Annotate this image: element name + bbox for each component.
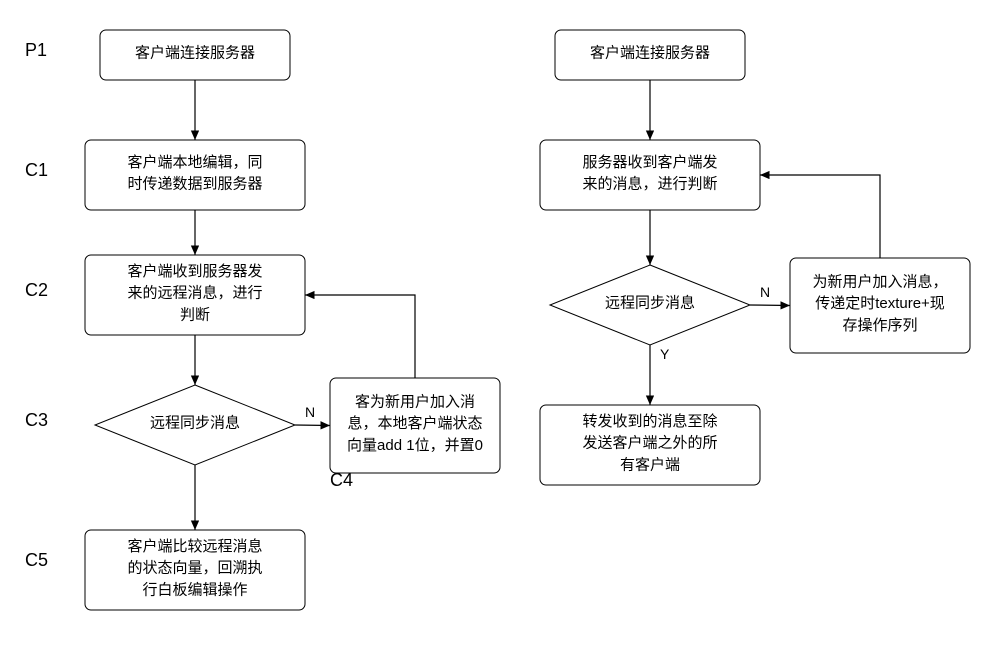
node-text: 远程同步消息	[150, 415, 240, 432]
node-text: 来的远程消息，进行	[127, 285, 262, 302]
node-text: 存操作序列	[842, 317, 917, 334]
flowchart-canvas: NYN客户端连接服务器客户端本地编辑，同时传递数据到服务器客户端收到服务器发来的…	[0, 0, 1000, 669]
node-text: 客户端连接服务器	[135, 45, 255, 62]
node-text: 判断	[180, 306, 210, 323]
node-text: 行白板编辑操作	[142, 580, 247, 598]
edge	[305, 295, 415, 378]
node-L_C3: 远程同步消息	[95, 385, 295, 465]
row-label-C5: C5	[25, 550, 48, 570]
node-text: 客户端连接服务器	[590, 45, 710, 62]
node-text: 向量add 1位，并置0	[347, 437, 483, 454]
row-label-C1: C1	[25, 160, 48, 180]
node-text: 客户端本地编辑，同	[127, 154, 262, 171]
node-L_C5: 客户端比较远程消息的状态向量，回溯执行白板编辑操作	[85, 530, 305, 610]
edge	[295, 425, 330, 426]
node-L_C2: 客户端收到服务器发来的远程消息，进行判断	[85, 255, 305, 335]
node-text: 远程同步消息	[605, 295, 695, 312]
node-text: 的状态向量，回溯执	[127, 560, 262, 577]
edge-label: Y	[660, 346, 670, 362]
node-text: 服务器收到客户端发	[582, 154, 717, 171]
edge	[760, 175, 880, 258]
row-label-C3: C3	[25, 410, 48, 430]
node-R_C4: 为新用户加入消息， 传递定时texture+现存操作序列	[790, 258, 970, 353]
node-text: 客户端收到服务器发	[127, 263, 262, 280]
node-text: 客为新用户加入消	[355, 393, 475, 410]
node-R_P1: 客户端连接服务器	[555, 30, 745, 80]
edge-label: N	[760, 284, 770, 300]
node-R_C1: 服务器收到客户端发来的消息，进行判断	[540, 140, 760, 210]
node-text: 为新用户加入消息，	[812, 273, 947, 290]
node-text: 客户端比较远程消息	[127, 537, 262, 555]
node-text: 有客户端	[620, 456, 680, 473]
nodes-layer: 客户端连接服务器客户端本地编辑，同时传递数据到服务器客户端收到服务器发来的远程消…	[85, 30, 970, 610]
row-label-C4_lbl: C4	[330, 470, 353, 490]
node-text: 时传递数据到服务器	[127, 176, 262, 193]
edge-label: N	[305, 404, 315, 420]
row-label-P1: P1	[25, 40, 47, 60]
node-R_C3: 远程同步消息	[550, 265, 750, 345]
node-L_C1: 客户端本地编辑，同时传递数据到服务器	[85, 140, 305, 210]
node-text: 息，本地客户端状态	[347, 415, 482, 432]
node-text: 发送客户端之外的所	[582, 435, 717, 452]
node-L_P1: 客户端连接服务器	[100, 30, 290, 80]
node-text: 传递定时texture+现	[815, 295, 945, 312]
node-L_C4: 客为新用户加入消息，本地客户端状态向量add 1位，并置0	[330, 378, 500, 473]
row-label-C2: C2	[25, 280, 48, 300]
edge	[750, 305, 790, 306]
node-text: 转发收到的消息至除	[582, 413, 717, 430]
node-R_C5: 转发收到的消息至除发送客户端之外的所有客户端	[540, 405, 760, 485]
node-text: 来的消息，进行判断	[582, 176, 717, 193]
